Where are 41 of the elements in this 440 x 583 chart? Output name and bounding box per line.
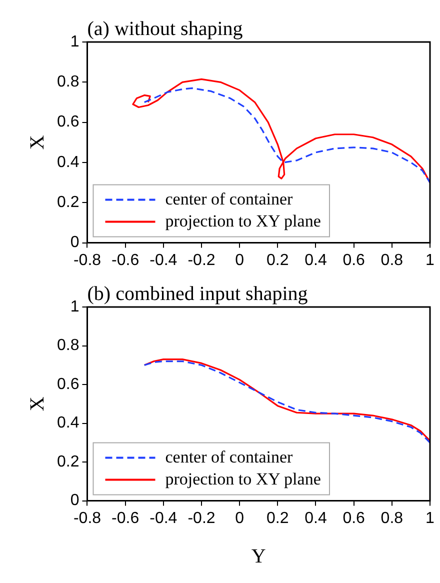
y-tick-label: 0.4	[56, 154, 80, 171]
legend-label: projection to XY plane	[165, 469, 321, 488]
x-tick-label: 0.6	[342, 510, 366, 527]
y-axis-title: X	[26, 396, 48, 412]
y-tick-label: 0.8	[56, 337, 80, 354]
x-tick-label: 0.8	[380, 510, 404, 527]
x-tick-label: -0.8	[73, 252, 102, 269]
x-tick-label: 0.2	[266, 252, 289, 269]
x-tick-label: -0.4	[150, 510, 178, 527]
x-tick-label: 0.2	[266, 510, 289, 527]
x-tick-label: -0.4	[150, 252, 178, 269]
y-tick-label: 1	[70, 298, 80, 316]
x-tick-label: 0	[235, 510, 244, 527]
y-tick-label: 0	[70, 492, 80, 510]
legend-label: projection to XY plane	[165, 211, 321, 230]
y-tick-label: 0.8	[56, 74, 80, 91]
x-tick-label: 0.8	[380, 252, 404, 269]
x-tick-label: 0.4	[304, 510, 327, 527]
legend-label: center of container	[165, 447, 294, 466]
y-tick-label: 0.6	[56, 114, 80, 131]
x-tick-label: 0.4	[304, 252, 327, 269]
x-axis-title: Y	[251, 545, 266, 568]
y-tick-label: 1	[70, 33, 80, 50]
y-axis-title: X	[26, 134, 48, 150]
y-tick-label: 0.2	[56, 194, 80, 212]
x-tick-label: 1	[426, 252, 435, 269]
y-tick-label: 0.2	[56, 453, 80, 470]
y-tick-label: 0.4	[56, 414, 80, 432]
y-tick-label: 0.6	[56, 376, 80, 393]
x-tick-label: -0.6	[112, 510, 140, 527]
x-tick-label: -0.6	[112, 252, 140, 269]
chart-title: (b) combined input shaping	[87, 283, 308, 305]
x-tick-label: 0	[235, 252, 244, 269]
legend-label: center of container	[165, 189, 294, 208]
x-tick-label: -0.8	[73, 510, 102, 527]
x-tick-label: -0.2	[188, 252, 216, 269]
y-tick-label: 0	[70, 234, 80, 252]
chart-title: (a) without shaping	[87, 18, 243, 40]
x-tick-label: 1	[426, 510, 435, 527]
x-tick-label: 0.6	[342, 252, 366, 269]
x-tick-label: -0.2	[188, 510, 216, 527]
